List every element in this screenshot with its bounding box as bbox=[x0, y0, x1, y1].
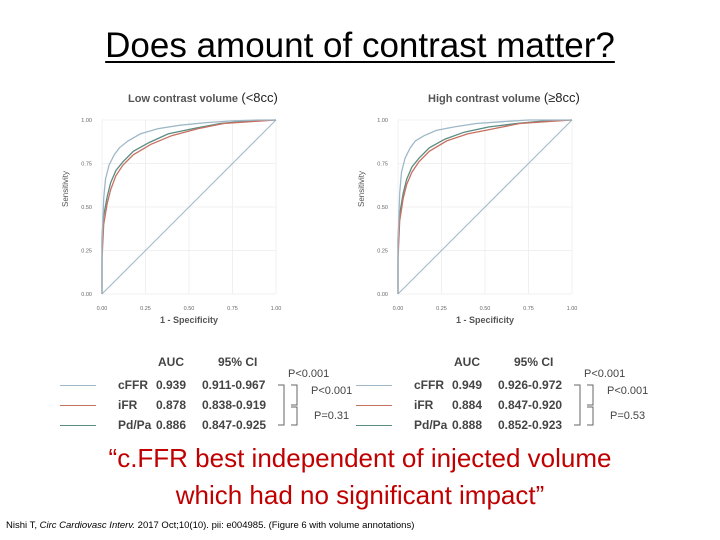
auc-value: 0.886 bbox=[156, 418, 187, 432]
x-tick-label: 0.50 bbox=[480, 306, 491, 312]
auc-table-high-contrast: AUC 95% CI cFFR 0.949 0.926-0.972 iFR 0.884 0.8… bbox=[352, 355, 652, 433]
y-tick-label: 0.00 bbox=[81, 292, 92, 298]
x-tick-label: 0.00 bbox=[393, 306, 404, 312]
table-row: Pd/Pa 0.886 0.847-0.925 bbox=[56, 416, 356, 434]
series-name: cFFR bbox=[414, 378, 444, 392]
auc-value: 0.888 bbox=[452, 418, 483, 432]
roc-chart-low-contrast: 0.00 0.00 0.25 0.25 0.50 0.50 0.75 0.75 1.00 1.00… bbox=[61, 118, 282, 325]
reference-diagonal bbox=[101, 119, 277, 295]
ci-value: 0.911-0.967 bbox=[202, 378, 266, 392]
legend-swatch bbox=[356, 425, 392, 426]
legend-swatch bbox=[60, 425, 96, 426]
y-tick-label: 0.50 bbox=[377, 205, 388, 211]
p-value: P=0.31 bbox=[314, 410, 350, 422]
right-chart-title: High contrast volume bbox=[428, 93, 541, 105]
auc-value: 0.878 bbox=[156, 398, 187, 412]
x-tick-label: 1.00 bbox=[271, 306, 282, 312]
citation-authors: Nishi T, bbox=[6, 520, 40, 531]
y-axis-label: Sensitivity bbox=[357, 171, 366, 207]
y-tick-label: 0.75 bbox=[377, 162, 388, 168]
roc-curve-pdpa bbox=[397, 119, 573, 294]
series-name: Pd/Pa bbox=[118, 418, 152, 432]
auc-value: 0.949 bbox=[452, 378, 483, 392]
ci-value: 0.838-0.919 bbox=[202, 398, 267, 412]
p-value: P<0.001 bbox=[584, 368, 626, 380]
legend-swatch bbox=[60, 385, 96, 386]
auc-header: AUC bbox=[454, 355, 480, 369]
ci-header: 95% CI bbox=[218, 355, 258, 369]
roc-curve-pdpa bbox=[101, 119, 277, 294]
auc-table-low-contrast: AUC 95% CI cFFR 0.939 0.911-0.967 iFR 0.878 0.8… bbox=[56, 355, 356, 433]
citation: Nishi T, Circ Cardiovasc Interv. 2017 Oc… bbox=[6, 520, 414, 531]
x-tick-label: 0.00 bbox=[97, 306, 108, 312]
p-value: P<0.001 bbox=[607, 385, 649, 397]
ci-value: 0.926-0.972 bbox=[498, 378, 563, 392]
y-tick-label: 1.00 bbox=[81, 118, 92, 124]
significance-brackets bbox=[278, 384, 298, 426]
quote-line-2: which had no significant impact” bbox=[175, 480, 545, 510]
y-tick-label: 0.50 bbox=[81, 205, 92, 211]
x-axis-label: 1 - Specificity bbox=[160, 315, 218, 325]
citation-journal: Circ Cardiovasc Interv. bbox=[39, 520, 136, 531]
auc-header: AUC bbox=[158, 355, 184, 369]
x-tick-label: 0.25 bbox=[436, 306, 447, 312]
x-axis-label: 1 - Specificity bbox=[456, 315, 514, 325]
right-volume-annotation: (≥8cc) bbox=[543, 90, 580, 105]
y-tick-label: 1.00 bbox=[377, 118, 388, 124]
ci-value: 0.847-0.920 bbox=[498, 398, 563, 412]
y-tick-label: 0.75 bbox=[81, 162, 92, 168]
right-panel-title: High contrast volume (≥8cc) bbox=[428, 90, 580, 105]
x-tick-label: 0.25 bbox=[140, 306, 151, 312]
left-panel-title: Low contrast volume (<8cc) bbox=[128, 90, 278, 105]
series-name: iFR bbox=[118, 398, 138, 412]
roc-curve-cffr bbox=[101, 119, 276, 294]
quote: “c.FFR best independent of injected volu… bbox=[0, 440, 720, 514]
x-tick-label: 0.50 bbox=[184, 306, 195, 312]
roc-curve-ifr bbox=[101, 119, 277, 294]
roc-chart-high-contrast: 0.00 0.00 0.25 0.25 0.50 0.50 0.75 0.75 1.00 1.00… bbox=[357, 118, 578, 325]
p-value: P=0.53 bbox=[610, 410, 646, 422]
left-chart-title: Low contrast volume bbox=[128, 93, 239, 105]
x-tick-label: 0.75 bbox=[523, 306, 534, 312]
legend-swatch bbox=[356, 405, 392, 406]
reference-diagonal bbox=[397, 119, 573, 295]
p-value: P<0.001 bbox=[311, 385, 353, 397]
quote-line-1: “c.FFR best independent of injected volu… bbox=[108, 443, 612, 473]
p-value: P<0.001 bbox=[288, 368, 330, 380]
legend-swatch bbox=[60, 405, 96, 406]
legend-swatch bbox=[356, 385, 392, 386]
auc-value: 0.884 bbox=[452, 398, 483, 412]
table-row: iFR 0.884 0.847-0.920 bbox=[352, 396, 652, 414]
roc-curve-ifr bbox=[397, 119, 573, 294]
series-name: Pd/Pa bbox=[414, 418, 448, 432]
table-row: Pd/Pa 0.888 0.852-0.923 bbox=[352, 416, 652, 434]
y-tick-label: 0.25 bbox=[81, 249, 92, 255]
series-name: cFFR bbox=[118, 378, 148, 392]
table-row: cFFR 0.939 0.911-0.967 bbox=[56, 376, 356, 394]
auc-value: 0.939 bbox=[156, 378, 187, 392]
table-row: iFR 0.878 0.838-0.919 bbox=[56, 396, 356, 414]
ci-header: 95% CI bbox=[514, 355, 554, 369]
slide-title: Does amount of contrast matter? bbox=[105, 26, 615, 65]
citation-details: 2017 Oct;10(10). pii: e004985. (Figure 6… bbox=[135, 520, 415, 531]
y-axis-label: Sensitivity bbox=[61, 171, 70, 207]
y-tick-label: 0.00 bbox=[377, 292, 388, 298]
table-row: cFFR 0.949 0.926-0.972 bbox=[352, 376, 652, 394]
roc-curve-cffr bbox=[397, 119, 572, 294]
ci-value: 0.852-0.923 bbox=[498, 418, 563, 432]
x-tick-label: 1.00 bbox=[567, 306, 578, 312]
ci-value: 0.847-0.925 bbox=[202, 418, 267, 432]
significance-brackets bbox=[574, 384, 594, 426]
left-volume-annotation: (<8cc) bbox=[241, 90, 278, 105]
y-tick-label: 0.25 bbox=[377, 249, 388, 255]
x-tick-label: 0.75 bbox=[227, 306, 238, 312]
series-name: iFR bbox=[414, 398, 434, 412]
